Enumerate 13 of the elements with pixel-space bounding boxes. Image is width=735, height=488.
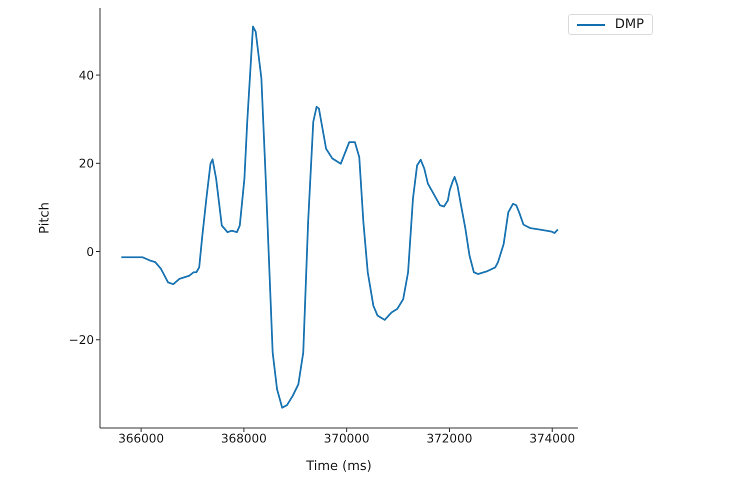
x-tick-label: 368000 <box>220 432 267 446</box>
x-tick-label: 374000 <box>529 432 576 446</box>
x-axis-title: Time (ms) <box>305 459 372 474</box>
x-tick-label: 366000 <box>118 432 164 446</box>
y-tick-label: 40 <box>78 68 94 82</box>
legend-label: DMP <box>614 17 644 32</box>
y-tick-label: 20 <box>78 156 94 171</box>
y-axis-title: Pitch <box>38 202 53 234</box>
y-tick-label: −20 <box>68 333 94 348</box>
x-tick-label: 372000 <box>426 432 472 446</box>
y-tick-label: 0 <box>86 244 94 259</box>
line-series <box>120 26 559 409</box>
x-tick-label: 370000 <box>324 432 370 446</box>
